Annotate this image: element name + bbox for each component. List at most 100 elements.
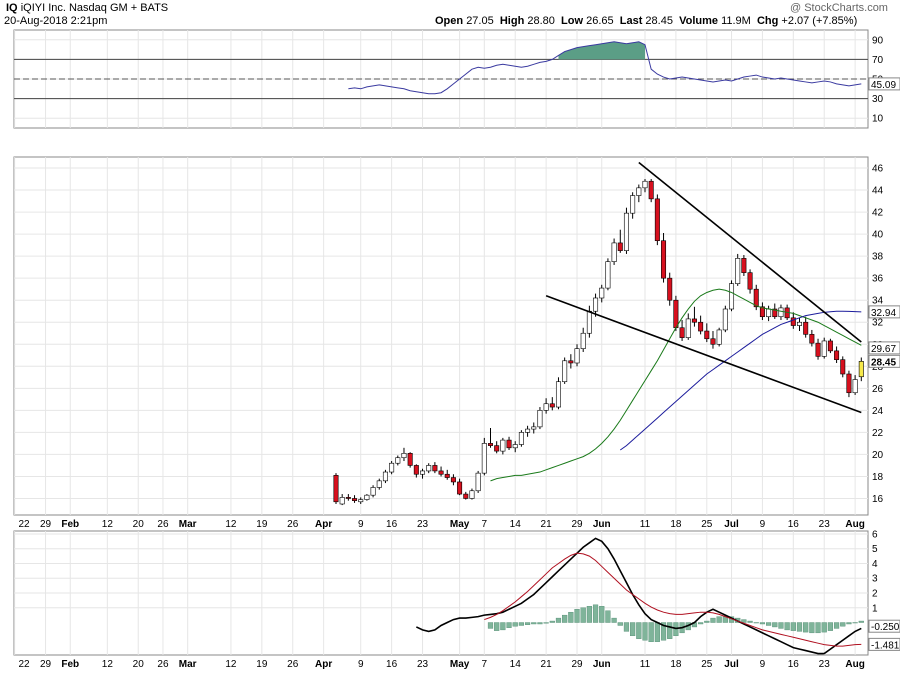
open-value: 27.05 bbox=[466, 15, 494, 27]
candle-body bbox=[358, 499, 364, 503]
x-tick-label: 29 bbox=[571, 519, 583, 530]
macd-hist-bar bbox=[716, 616, 722, 623]
x-tick-label-macd: Mar bbox=[179, 659, 197, 670]
candle-body bbox=[642, 180, 648, 189]
x-tick-label-macd: Jun bbox=[593, 659, 611, 670]
x-tick-label: 7 bbox=[482, 519, 488, 530]
company-name: iQIYI Inc. Nasdaq GM + BATS bbox=[20, 2, 169, 14]
candle-body bbox=[574, 348, 580, 364]
macd-hist-bar bbox=[833, 622, 840, 629]
x-tick-label-macd: May bbox=[450, 659, 470, 670]
rsi-last-box bbox=[868, 77, 900, 91]
last-value: 28.45 bbox=[645, 15, 673, 27]
x-tick-label: 25 bbox=[701, 519, 713, 530]
macd-hist-bar bbox=[741, 619, 747, 623]
candle-body bbox=[339, 497, 345, 505]
candle-body bbox=[809, 334, 815, 344]
macd-hist-bar bbox=[815, 622, 821, 634]
x-tick-label-macd: 23 bbox=[417, 659, 429, 670]
candle-body bbox=[420, 470, 426, 475]
rsi-last-value: 45.09 bbox=[871, 80, 896, 91]
candle-body bbox=[382, 471, 388, 482]
candle-body bbox=[444, 473, 450, 478]
macd-tick-label: 5 bbox=[872, 544, 878, 555]
price-tick-label: 34 bbox=[872, 296, 884, 307]
candle-body bbox=[395, 457, 401, 464]
macd-hist-bar bbox=[636, 622, 642, 639]
candle-body bbox=[432, 465, 438, 472]
rsi-tick-label: 90 bbox=[872, 35, 884, 46]
watermark: @ StockCharts.com bbox=[790, 2, 888, 14]
header-title: IQ iQIYI Inc. Nasdaq GM + BATS bbox=[6, 2, 168, 14]
candle-body bbox=[593, 297, 599, 312]
volume-value: 11.9M bbox=[721, 15, 751, 27]
x-tick-label: 12 bbox=[225, 519, 237, 530]
macd-hist-bar bbox=[605, 610, 611, 623]
macd-hist-bar bbox=[667, 622, 673, 639]
macd-hist-bar bbox=[747, 620, 753, 623]
candle-body bbox=[815, 342, 821, 357]
x-tick-label: Apr bbox=[315, 519, 332, 530]
ma-fast-value: 29.67 bbox=[871, 344, 896, 355]
x-tick-label-macd: 25 bbox=[701, 659, 713, 670]
ma-fast-value-box bbox=[868, 341, 900, 355]
candle-body bbox=[438, 470, 444, 475]
macd-hist-bar bbox=[531, 622, 537, 625]
candle-body bbox=[512, 444, 518, 449]
candle-body bbox=[827, 340, 833, 352]
candle-body bbox=[537, 410, 543, 428]
x-tick-label: 19 bbox=[256, 519, 268, 530]
macd-hist-bar bbox=[599, 606, 605, 623]
price-tick-label: 26 bbox=[872, 384, 884, 395]
macd-tick-label: 3 bbox=[872, 574, 878, 585]
low-value: 26.65 bbox=[586, 15, 614, 27]
candle-body bbox=[747, 272, 753, 290]
macd-hist-bar bbox=[803, 622, 809, 633]
macd-hist-bar bbox=[704, 620, 710, 623]
candle-body bbox=[506, 439, 512, 449]
price-tick-label: 36 bbox=[872, 274, 884, 285]
candle-body bbox=[345, 497, 351, 499]
candle-body bbox=[457, 481, 463, 495]
candle-body bbox=[555, 381, 561, 408]
ma-fast-line bbox=[490, 288, 862, 482]
candle-body bbox=[333, 475, 339, 503]
macd-hist-bar bbox=[555, 617, 562, 623]
candle-body bbox=[487, 443, 493, 446]
macd-hist-bar bbox=[524, 622, 531, 625]
x-tick-label: May bbox=[450, 519, 470, 530]
candle-body bbox=[654, 198, 660, 242]
macd-hist-bar bbox=[543, 622, 549, 624]
rsi-overbought-fill bbox=[558, 41, 645, 60]
candle-body bbox=[352, 498, 358, 501]
candle-body bbox=[821, 340, 827, 357]
macd-hist-bar bbox=[617, 622, 623, 626]
macd-hist-bar bbox=[759, 622, 766, 625]
candle-body bbox=[580, 332, 586, 349]
macd-hist-bar bbox=[518, 622, 525, 626]
macd-hist-bar bbox=[753, 622, 759, 624]
candle-body bbox=[759, 306, 765, 318]
macd-hist-bar bbox=[642, 622, 648, 641]
x-tick-label-macd: 19 bbox=[256, 659, 268, 670]
x-tick-label-macd: 18 bbox=[670, 659, 682, 670]
x-tick-label-macd: Aug bbox=[845, 659, 864, 670]
candle-body bbox=[661, 240, 667, 279]
x-tick-label: 11 bbox=[640, 519, 651, 530]
rsi-line bbox=[348, 41, 862, 95]
x-tick-label-macd: 9 bbox=[760, 659, 766, 670]
macd-hist-bar bbox=[827, 622, 834, 631]
x-tick-label: 9 bbox=[358, 519, 364, 530]
x-tick-label: 16 bbox=[386, 519, 398, 530]
candle-body bbox=[407, 453, 413, 466]
candle-body bbox=[648, 180, 654, 200]
macd-tick-label: 6 bbox=[872, 529, 878, 540]
symbol: IQ bbox=[6, 2, 18, 14]
candle-body bbox=[691, 318, 697, 323]
price-last-value: 28.45 bbox=[871, 357, 896, 368]
price-tick-label: 16 bbox=[872, 494, 884, 505]
ma-slow-line bbox=[619, 310, 862, 451]
candle-body bbox=[389, 462, 395, 473]
x-tick-label: 20 bbox=[133, 519, 145, 530]
